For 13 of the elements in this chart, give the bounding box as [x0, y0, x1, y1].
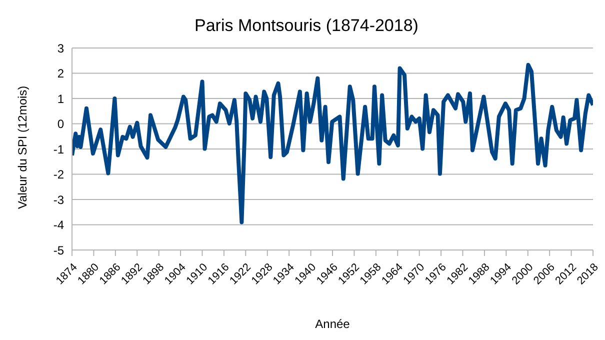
y-tick-label: -5 — [53, 243, 64, 258]
y-tick-label: -1 — [53, 142, 64, 156]
y-tick-label: -2 — [53, 168, 64, 182]
x-axis-title: Année — [315, 317, 350, 331]
y-tick-label: 0 — [57, 117, 64, 132]
y-tick-label: 1 — [57, 92, 64, 106]
y-tick-label: 2 — [57, 66, 64, 81]
line-series — [72, 62, 593, 224]
y-axis-title: Valeur du SPI (12mois) — [15, 86, 30, 209]
y-tick-label: -4 — [53, 218, 64, 232]
chart-title: Paris Montsouris (1874-2018) — [194, 16, 420, 36]
y-tick-label: -3 — [53, 192, 64, 207]
y-tick-label: 3 — [57, 41, 64, 56]
